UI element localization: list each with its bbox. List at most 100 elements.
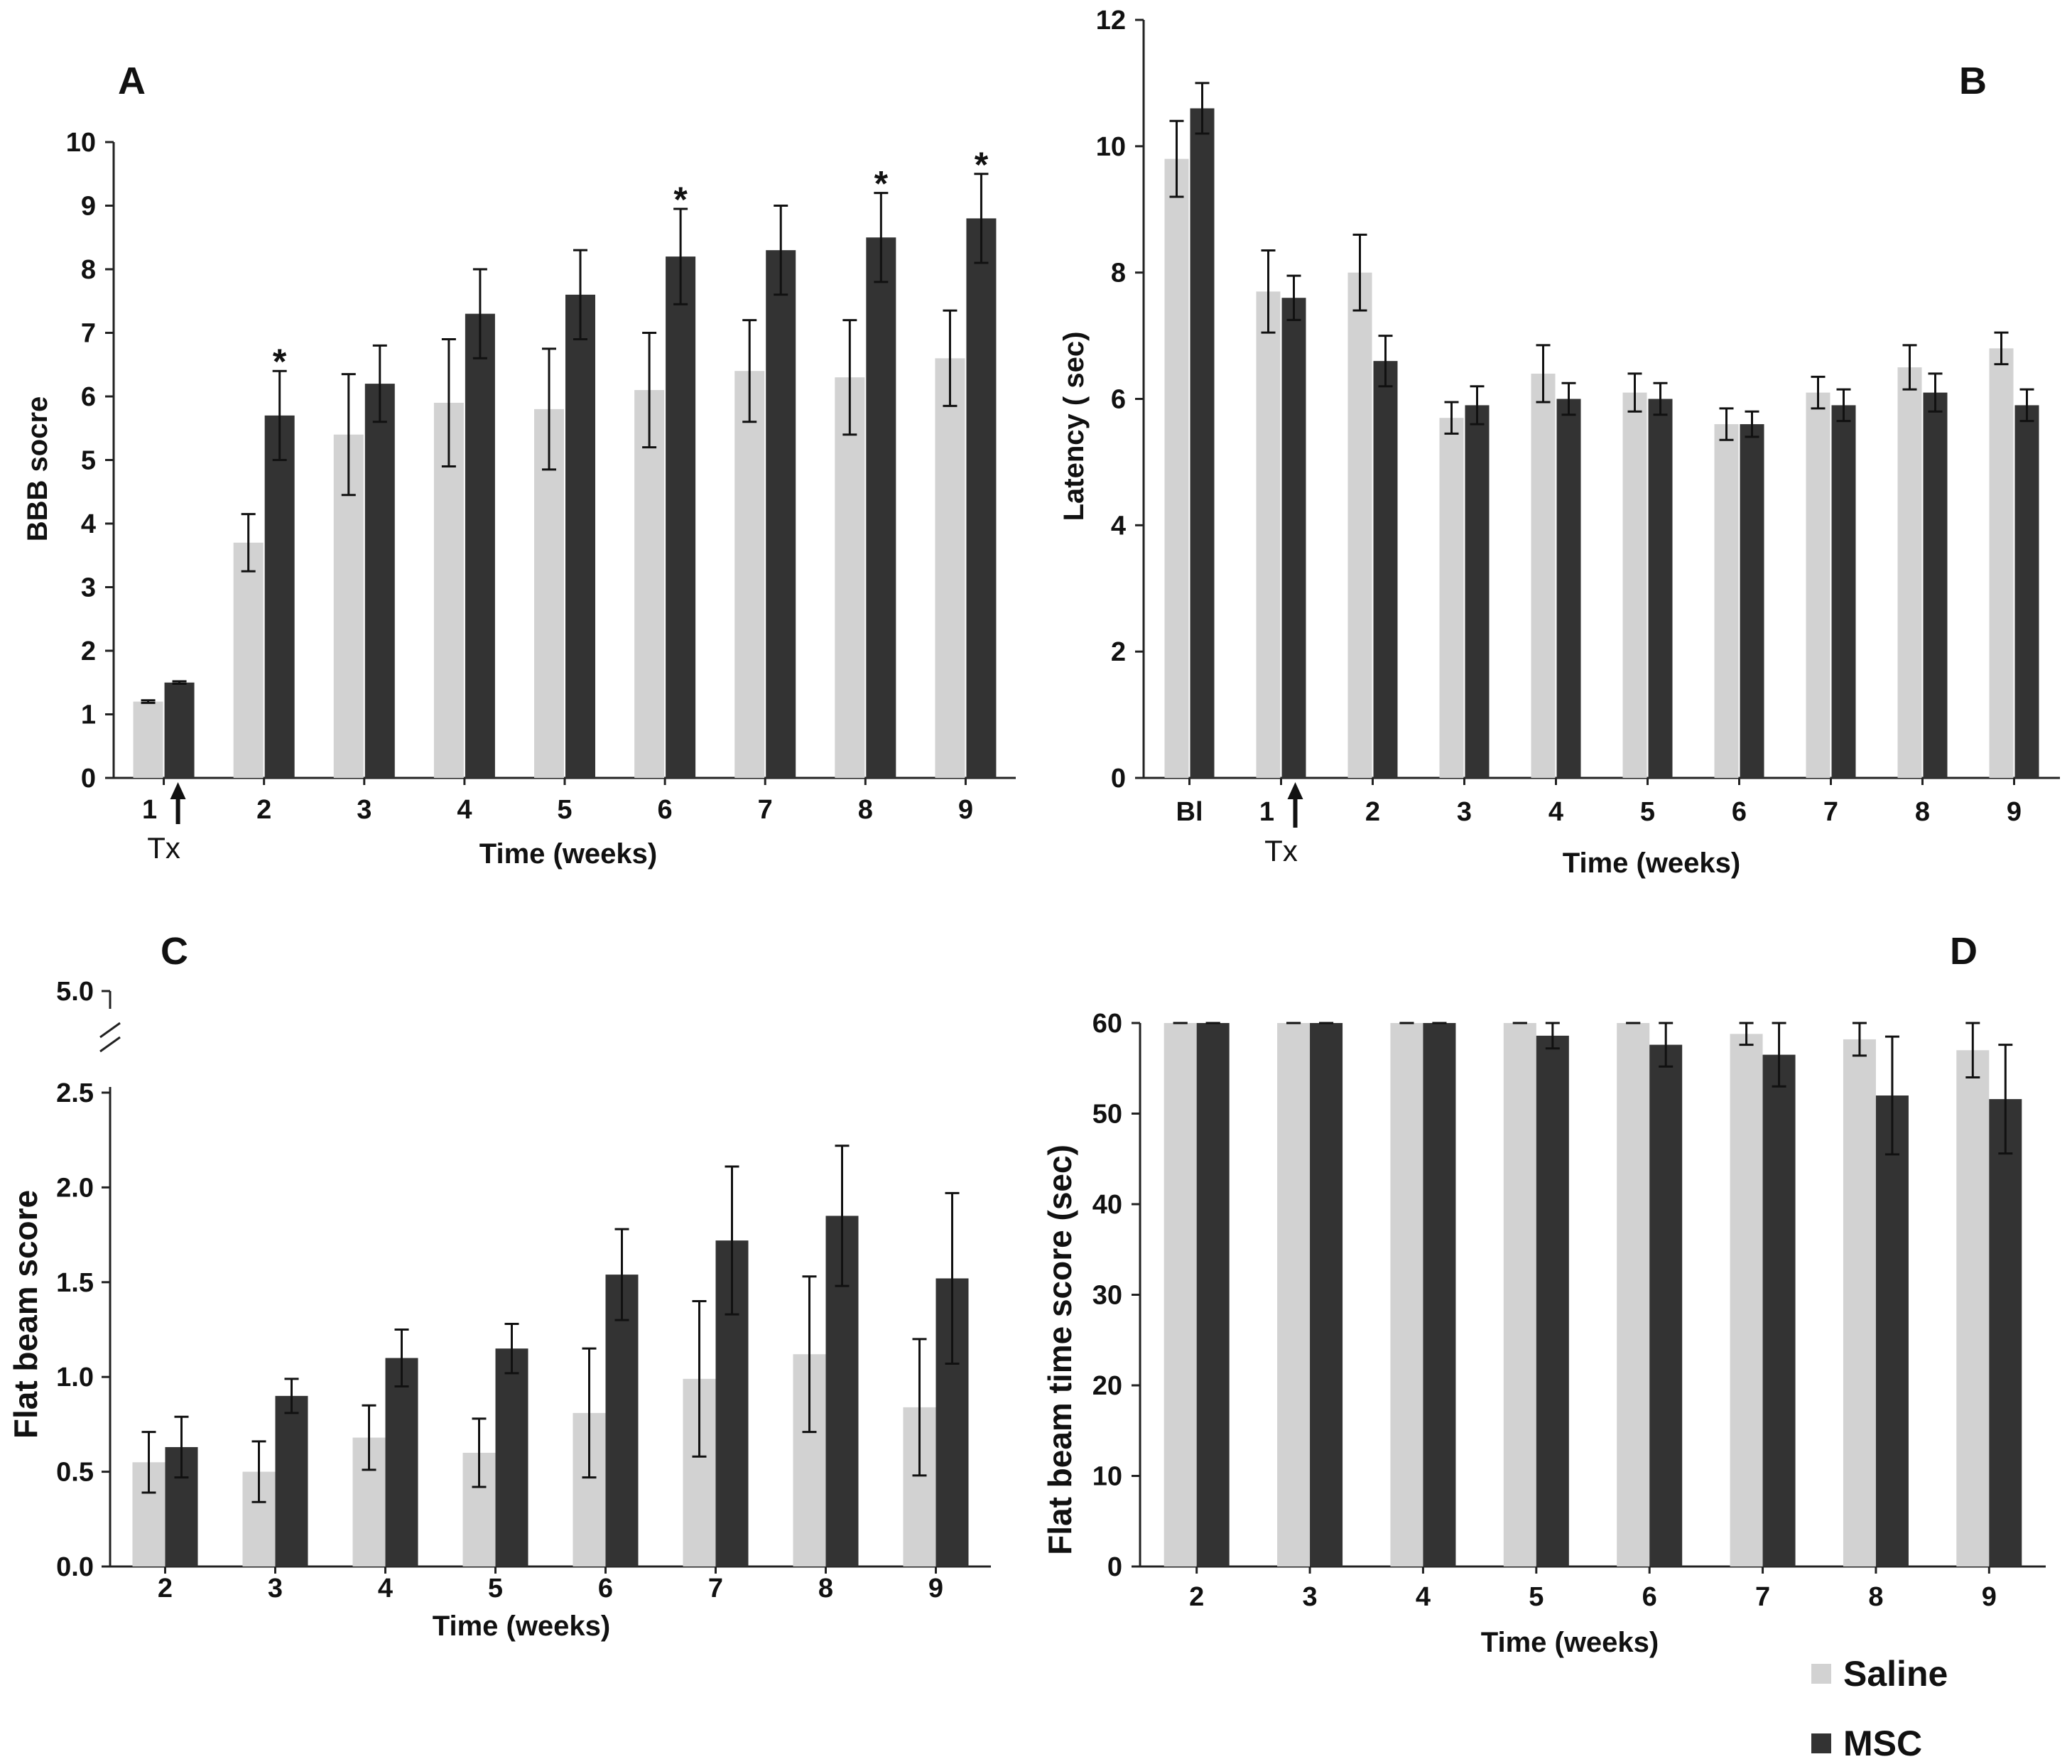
panel-d-bar-saline [1503, 1023, 1536, 1567]
panel-c-x-tick-label: 6 [598, 1574, 613, 1603]
panel-b-bar-saline [1897, 367, 1922, 778]
panel-c-break-mark-upper [99, 1022, 121, 1039]
panel-b-bar-saline [1439, 418, 1464, 778]
panel-d-bar-msc [1649, 1044, 1683, 1567]
panel-b-y-tick-label: 12 [1096, 6, 1126, 36]
panel-b-x-tick-label: 4 [1548, 797, 1563, 827]
panel-c-y-tick-label: 1.0 [56, 1363, 94, 1392]
panel-c-x-tick-label: 5 [488, 1574, 503, 1603]
legend-label-saline: Saline [1843, 1654, 1948, 1694]
panel-a-x-tick-label: 3 [357, 795, 371, 825]
panel-a-significance-star: * [673, 180, 688, 220]
panel-b-x-tick-label: Bl [1176, 797, 1203, 827]
panel-c-x-tick-label: 3 [268, 1574, 283, 1603]
panel-a-x-tick-label: 8 [858, 795, 873, 825]
panel-a-bar-msc [766, 250, 796, 778]
panel-b-bar-saline [1531, 373, 1556, 778]
panel-d-x-tick-label: 3 [1302, 1582, 1317, 1612]
panel-c-bar-msc [275, 1395, 308, 1567]
legend-swatch-msc [1811, 1733, 1831, 1753]
panel-d-bar-msc [1762, 1054, 1796, 1567]
panel-a-y-tick-label: 3 [81, 573, 96, 603]
panel-c-x-axis-title: Time (weeks) [433, 1611, 611, 1642]
panel-b-bar-msc [1556, 399, 1581, 778]
panel-b-bar-msc [1190, 108, 1215, 778]
legend: Saline MSC [1811, 1654, 1948, 1763]
panel-c-bar-msc [605, 1275, 639, 1567]
legend-swatch-saline [1811, 1664, 1831, 1684]
panel-a-bar-msc [264, 415, 295, 778]
panel-b-letter: B [1959, 60, 1987, 102]
panel-a-bar-msc [666, 256, 696, 779]
panel-d-y-axis-title: Flat beam time score (sec) [1041, 1145, 1078, 1555]
panel-c-y-tick-label-break: 5.0 [56, 977, 94, 1007]
panel-d-y-tick-label: 30 [1092, 1281, 1122, 1311]
panel-a-x-tick-label: 7 [758, 795, 773, 825]
panel-b-x-tick-label: 9 [2007, 797, 2022, 827]
panel-b-x-tick-label: 1 [1259, 797, 1274, 827]
panel-a-bar-msc [465, 313, 495, 778]
panel-a-treatment-arrowhead-icon [170, 782, 186, 799]
panel-b-y-tick-label: 0 [1111, 764, 1126, 794]
panel-c-x-tick-label: 9 [928, 1574, 943, 1603]
panel-b-x-tick-label: 8 [1915, 797, 1930, 827]
panel-d-y-tick-label: 60 [1092, 1009, 1122, 1039]
panel-b-bar-msc [1740, 424, 1764, 778]
panel-b-treatment-arrowhead-icon [1287, 782, 1303, 799]
panel-a-bar-saline [233, 542, 264, 778]
panel-b-bar-msc [2014, 405, 2039, 778]
panel-a-bar-saline [734, 371, 765, 778]
panel-b-x-tick-label: 2 [1365, 797, 1380, 827]
legend-label-msc: MSC [1843, 1724, 1922, 1763]
panel-b-y-tick-label: 2 [1111, 637, 1126, 667]
panel-d-bar-saline [1956, 1050, 1990, 1567]
panel-b-x-tick-label: 5 [1640, 797, 1655, 827]
panel-a-y-axis-title: BBB socre [22, 396, 53, 542]
panel-a-bar-msc [364, 384, 395, 778]
panel-b-bar-saline [1989, 348, 2014, 778]
panel-d-y-tick-label: 50 [1092, 1100, 1122, 1130]
panel-a-bar-msc [866, 237, 896, 778]
panel-a-y-tick-label: 5 [81, 446, 96, 476]
panel-d-bar-saline [1730, 1034, 1763, 1567]
panel-b-bar-saline [1347, 272, 1372, 779]
panel-d-x-tick-label: 8 [1868, 1582, 1883, 1612]
panel-d-letter: D [1950, 930, 1978, 973]
panel-b-x-tick-label: 6 [1732, 797, 1747, 827]
panel-b-y-tick-label: 4 [1111, 511, 1126, 541]
panel-a-x-tick-label: 6 [658, 795, 673, 825]
panel-c-letter: C [161, 930, 188, 973]
panel-d-bar-msc [1310, 1023, 1343, 1567]
panel-b-bar-saline [1806, 392, 1830, 778]
panel-b-x-axis-title: Time (weeks) [1563, 848, 1741, 879]
panel-a-bar-saline [133, 701, 163, 778]
panel-a-y-tick-label: 0 [81, 764, 96, 794]
panel-b-x-tick-label: 7 [1823, 797, 1838, 827]
panel-d-y-tick-label: 40 [1092, 1190, 1122, 1220]
panel-a-plot: 0 1 2 3 4 5 6 7 8 9 10 1 2 3 4 5 6 7 8 9 * * * * Tx [66, 128, 1016, 865]
panel-a-significance-star: * [874, 164, 889, 204]
panel-d-y-tick-label: 20 [1092, 1371, 1122, 1401]
panel-a-x-tick-label: 5 [557, 795, 572, 825]
panel-a-y-tick-label: 7 [81, 319, 96, 349]
panel-b-chart: B Time (weeks) Latency ( sec) 024681012B… [1058, 6, 2060, 879]
panel-c-bar-msc [495, 1348, 528, 1567]
panel-c-x-tick-label: 4 [378, 1574, 393, 1603]
panel-c-y-axis-title: Flat beam score [7, 1190, 44, 1439]
panel-b-treatment-label: Tx [1264, 834, 1298, 867]
panel-c-bar-msc [385, 1358, 418, 1567]
panel-d-x-tick-label: 4 [1416, 1582, 1431, 1612]
panel-c-y-tick-label: 0.0 [56, 1552, 94, 1582]
panel-d-x-tick-label: 5 [1529, 1582, 1544, 1612]
panel-d-chart: D Time (weeks) Flat beam time score (sec… [1041, 930, 2046, 1658]
panel-d-x-tick-label: 6 [1642, 1582, 1657, 1612]
panel-c-x-tick-label: 7 [708, 1574, 723, 1603]
panel-c-y-tick-label: 2.5 [56, 1078, 94, 1108]
panel-a-chart: A Time (weeks) BBB socre 0 1 2 3 4 5 6 7 8 9 10 1 2 3… [22, 60, 1016, 870]
panel-a-bar-saline [935, 358, 965, 778]
panel-d-bar-msc [1536, 1035, 1569, 1567]
panel-d-bar-saline [1843, 1039, 1876, 1567]
panel-a-x-tick-label: 4 [457, 795, 472, 825]
